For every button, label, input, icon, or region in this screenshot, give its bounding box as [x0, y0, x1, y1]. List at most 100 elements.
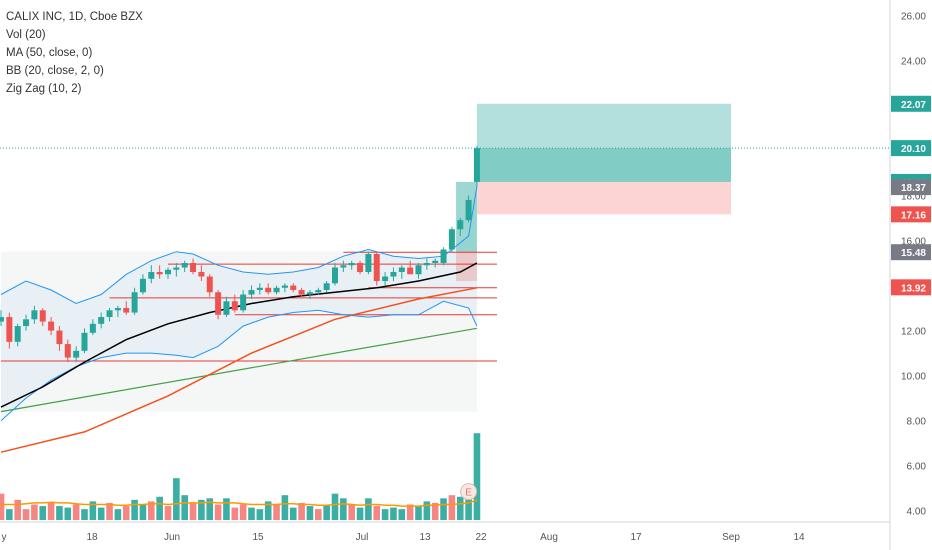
price-tag: 18.37: [891, 179, 931, 196]
candle-body: [423, 263, 430, 266]
candle-body: [473, 148, 480, 182]
earnings-marker: E: [460, 483, 478, 501]
candle-body: [190, 263, 197, 273]
symbol-title[interactable]: CALIX INC, 1D, Cboe BZX: [6, 11, 143, 23]
price-axis-label: 10.00: [901, 372, 926, 383]
candle-body: [89, 323, 96, 333]
price-tag-bg: [891, 95, 931, 112]
bollinger-upper: [0, 186, 478, 305]
candle: [23, 314, 30, 331]
volume-bar: [365, 498, 372, 520]
candle-body: [165, 269, 171, 275]
volume-bar: [340, 498, 347, 520]
time-axis-label: 18: [86, 532, 98, 543]
time-axis-label: 22: [475, 532, 487, 543]
candle-body: [365, 253, 372, 273]
candle: [240, 290, 247, 313]
stop-zone: [476, 181, 731, 215]
volume-bar: [189, 502, 197, 520]
price-axis-label: 24.00: [901, 56, 926, 67]
candle: [131, 287, 138, 315]
candle-body: [448, 229, 455, 250]
volume-bar: [431, 502, 439, 520]
price-axis-label: 18.00: [901, 191, 926, 202]
green-trend-line: [0, 327, 478, 413]
candle: [56, 326, 63, 351]
volume-bar: [173, 478, 180, 520]
volume-bar: [81, 509, 88, 520]
legend-zigzag[interactable]: Zig Zag (10, 2): [6, 83, 82, 95]
volume-bar: [22, 509, 30, 520]
candle-body: [440, 249, 447, 263]
volume-bar: [206, 498, 214, 520]
candle: [6, 312, 13, 349]
candle: [332, 263, 338, 286]
candle-body: [382, 276, 389, 282]
price-tag-bg: [891, 140, 931, 157]
candle: [106, 308, 113, 322]
price-tag-label: 18.37: [901, 183, 926, 194]
candle: [173, 263, 180, 277]
candle: [473, 145, 480, 187]
candle-body: [432, 260, 439, 263]
candle-body: [114, 308, 121, 311]
candle-body: [290, 285, 297, 291]
volume-bar: [47, 502, 55, 520]
candle: [256, 283, 263, 295]
candle-body: [56, 330, 63, 345]
candle: [373, 251, 380, 286]
price-axis-label: 12.00: [901, 327, 926, 338]
volume-ma-line: [1, 499, 478, 507]
candle: [48, 317, 55, 336]
candle: [98, 312, 105, 329]
candle-body: [415, 265, 422, 275]
legend-bb[interactable]: BB (20, close, 2, 0): [6, 65, 104, 77]
candle: [298, 287, 305, 297]
volume-bar: [239, 504, 247, 520]
price-tag-label: 13.92: [901, 283, 926, 294]
time-axis-label: Jun: [164, 532, 180, 543]
volume-bar: [415, 506, 422, 520]
candle-body: [256, 287, 263, 291]
candle: [0, 310, 4, 327]
volume-bar: [122, 506, 130, 520]
candle: [39, 308, 46, 327]
candle-body: [323, 283, 330, 291]
volume-bar: [164, 506, 172, 520]
price-axis-label: 16.00: [901, 236, 926, 247]
candle: [114, 305, 121, 318]
candle-body: [248, 290, 255, 295]
candle-body: [265, 287, 272, 293]
candle-body: [315, 290, 322, 293]
candle: [323, 281, 330, 293]
price-tag-bg: [891, 279, 931, 296]
candle-body: [39, 310, 46, 322]
candle-body: [98, 317, 105, 324]
volume-bar: [381, 509, 389, 520]
volume-bar: [423, 501, 431, 520]
price-tag: 17.16: [891, 206, 931, 223]
time-axis-label: Aug: [540, 532, 558, 543]
candle: [215, 290, 222, 320]
candle-body: [23, 319, 30, 327]
candle: [448, 226, 455, 252]
price-axis-label: 6.00: [907, 462, 927, 473]
candle: [265, 283, 272, 295]
volume-bar: [114, 509, 122, 520]
time-axis-label: 17: [630, 532, 642, 543]
ma50-line: [0, 262, 478, 408]
candle-body: [231, 301, 238, 311]
candle-body: [181, 263, 188, 268]
legend-ma[interactable]: MA (50, close, 0): [6, 47, 93, 59]
price-tag-bg: [891, 179, 931, 196]
candle-body: [106, 310, 113, 318]
volume-bar: [64, 507, 72, 520]
orange-ma-line: [0, 287, 478, 453]
volume-bar: [406, 504, 414, 520]
time-axis-label: y: [2, 532, 7, 543]
volume-bar: [106, 502, 113, 520]
legend-vol[interactable]: Vol (20): [6, 29, 46, 41]
volume-bar: [264, 501, 272, 520]
candle: [357, 260, 364, 275]
